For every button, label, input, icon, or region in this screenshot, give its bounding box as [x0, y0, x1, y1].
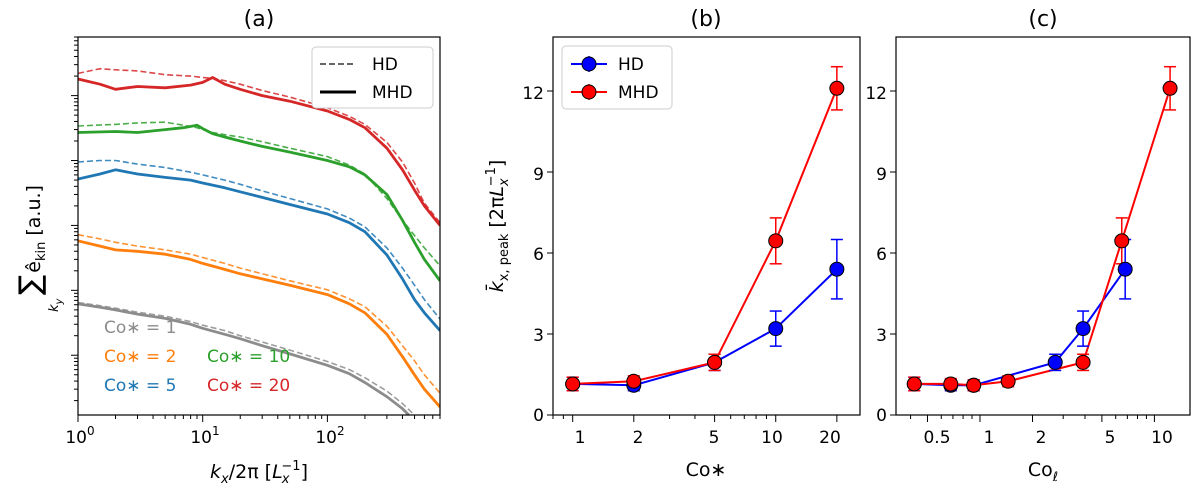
panel-c-ytick-label: 3: [876, 326, 887, 346]
spectrum-line: [78, 121, 440, 267]
panel-a-xtick-label: 102: [315, 424, 344, 448]
panel-a: (a) 100 101 102 kx/2π [Lx−1] ∑êkin[a.u.]…: [13, 7, 441, 487]
mhd-marker: [626, 373, 642, 389]
panel-a-xtick-label: 100: [65, 424, 94, 448]
hd-marker: [768, 321, 784, 337]
panel-b-xtick-label: 5: [709, 428, 720, 448]
panel-a-ylabel-sub: ky: [47, 297, 65, 312]
legend-hd-label: HD: [618, 55, 644, 75]
panel-a-ylabel: ∑êkin[a.u.] ky: [13, 185, 65, 312]
hd-marker: [1075, 321, 1091, 337]
spectrum-line: [78, 123, 440, 282]
mhd-marker: [565, 376, 581, 392]
panel-c-ytick-label: 12: [865, 84, 887, 104]
mhd-marker: [768, 233, 784, 249]
panel-a-legend: HD MHD: [311, 46, 434, 109]
panel-b-ytick-label: 3: [533, 326, 544, 346]
spectrum-line: [78, 302, 410, 415]
spectrum-line: [78, 67, 440, 224]
panel-b-ytick-label: 6: [533, 245, 544, 265]
panel-b-xtick-label: 20: [819, 428, 841, 448]
spectrum-line: [78, 301, 416, 415]
spectrum-line: [78, 159, 440, 320]
annotation-co2: Co∗ = 2: [104, 347, 176, 367]
spectrum-line: [78, 239, 440, 408]
mhd-marker: [1000, 373, 1016, 389]
panel-b-ytick-label: 12: [522, 84, 544, 104]
annotation-co5: Co∗ = 5: [104, 376, 176, 396]
panel-c: (c) 0.5 1 2 5 10 0 3 6 9 12 Coℓ: [865, 7, 1191, 485]
panel-c-xtick-label: 10: [1151, 428, 1173, 448]
panel-b-xtick-label: 2: [633, 428, 644, 448]
panel-c-xtick-label: 2: [1036, 428, 1047, 448]
panel-c-ytick-label: 9: [876, 165, 887, 185]
panel-c-axes: [890, 90, 1155, 422]
svg-text:∑êkin[a.u.]: ∑êkin[a.u.]: [13, 185, 49, 295]
panel-a-xtick-label: 101: [190, 424, 219, 448]
spectrum-line: [78, 76, 440, 227]
panel-b-ylabel: k̄x, peak[2πLx−1]: [484, 160, 512, 293]
mhd-marker: [966, 377, 982, 393]
mhd-marker: [1162, 80, 1178, 96]
panel-a-series: [78, 67, 440, 415]
panel-c-ytick-label: 6: [876, 245, 887, 265]
panel-b-series: [565, 65, 845, 393]
hd-marker: [1047, 354, 1063, 370]
legend-hd-label: HD: [372, 55, 398, 75]
panel-a-title: (a): [244, 7, 275, 32]
panel-b-title: (b): [690, 7, 721, 32]
mhd-marker: [1114, 233, 1130, 249]
mhd-marker: [906, 376, 922, 392]
panel-c-xtick-label: 0.5: [923, 428, 950, 448]
panel-c-frame: [895, 36, 1191, 416]
panel-b-ytick-label: 9: [533, 165, 544, 185]
panel-a-xlabel: kx/2π [Lx−1]: [210, 459, 308, 487]
legend-mhd-label: MHD: [372, 83, 413, 103]
panel-b-legend: HD MHD: [561, 45, 673, 110]
panel-c-xtick-label: 1: [984, 428, 995, 448]
annotation-co10: Co∗ = 10: [207, 347, 290, 367]
panel-b-xtick-label: 10: [761, 428, 783, 448]
panel-a-axes: [71, 36, 441, 422]
panel-b-axes: [547, 90, 838, 422]
mhd-line: [914, 87, 1172, 387]
panel-b-frame: [552, 36, 861, 416]
legend-mhd-label: MHD: [618, 83, 659, 103]
mhd-marker: [829, 80, 845, 96]
panel-b-xlabel: Co∗: [686, 459, 727, 481]
hd-marker: [1117, 261, 1133, 277]
svg-text:k̄x, peak[2πLx−1]: k̄x, peak[2πLx−1]: [484, 160, 512, 293]
hd-line: [572, 268, 838, 387]
legend-mhd-marker: [581, 84, 597, 100]
annotation-co1: Co∗ = 1: [104, 318, 176, 338]
panel-c-ytick-label: 0: [876, 406, 887, 426]
panel-c-xlabel: Coℓ: [1028, 459, 1058, 485]
spectrum-line: [78, 233, 440, 394]
mhd-marker: [1075, 354, 1091, 370]
panel-c-xtick-label: 5: [1105, 428, 1116, 448]
hd-marker: [829, 261, 845, 277]
panel-b: (b) 1 2 5 10 20 0 3 6 9 12 Co∗ k̄x, peak…: [484, 7, 861, 481]
panel-b-xtick-label: 1: [575, 428, 586, 448]
mhd-line: [572, 87, 838, 385]
annotation-co20: Co∗ = 20: [207, 376, 290, 396]
spectrum-line: [78, 168, 440, 332]
mhd-marker: [707, 354, 723, 370]
mhd-marker: [943, 376, 959, 392]
panel-c-series: [906, 65, 1178, 393]
panel-c-title: (c): [1028, 7, 1057, 32]
legend-hd-marker: [581, 56, 597, 72]
panel-a-frame: [77, 36, 441, 416]
panel-b-ytick-label: 0: [533, 406, 544, 426]
